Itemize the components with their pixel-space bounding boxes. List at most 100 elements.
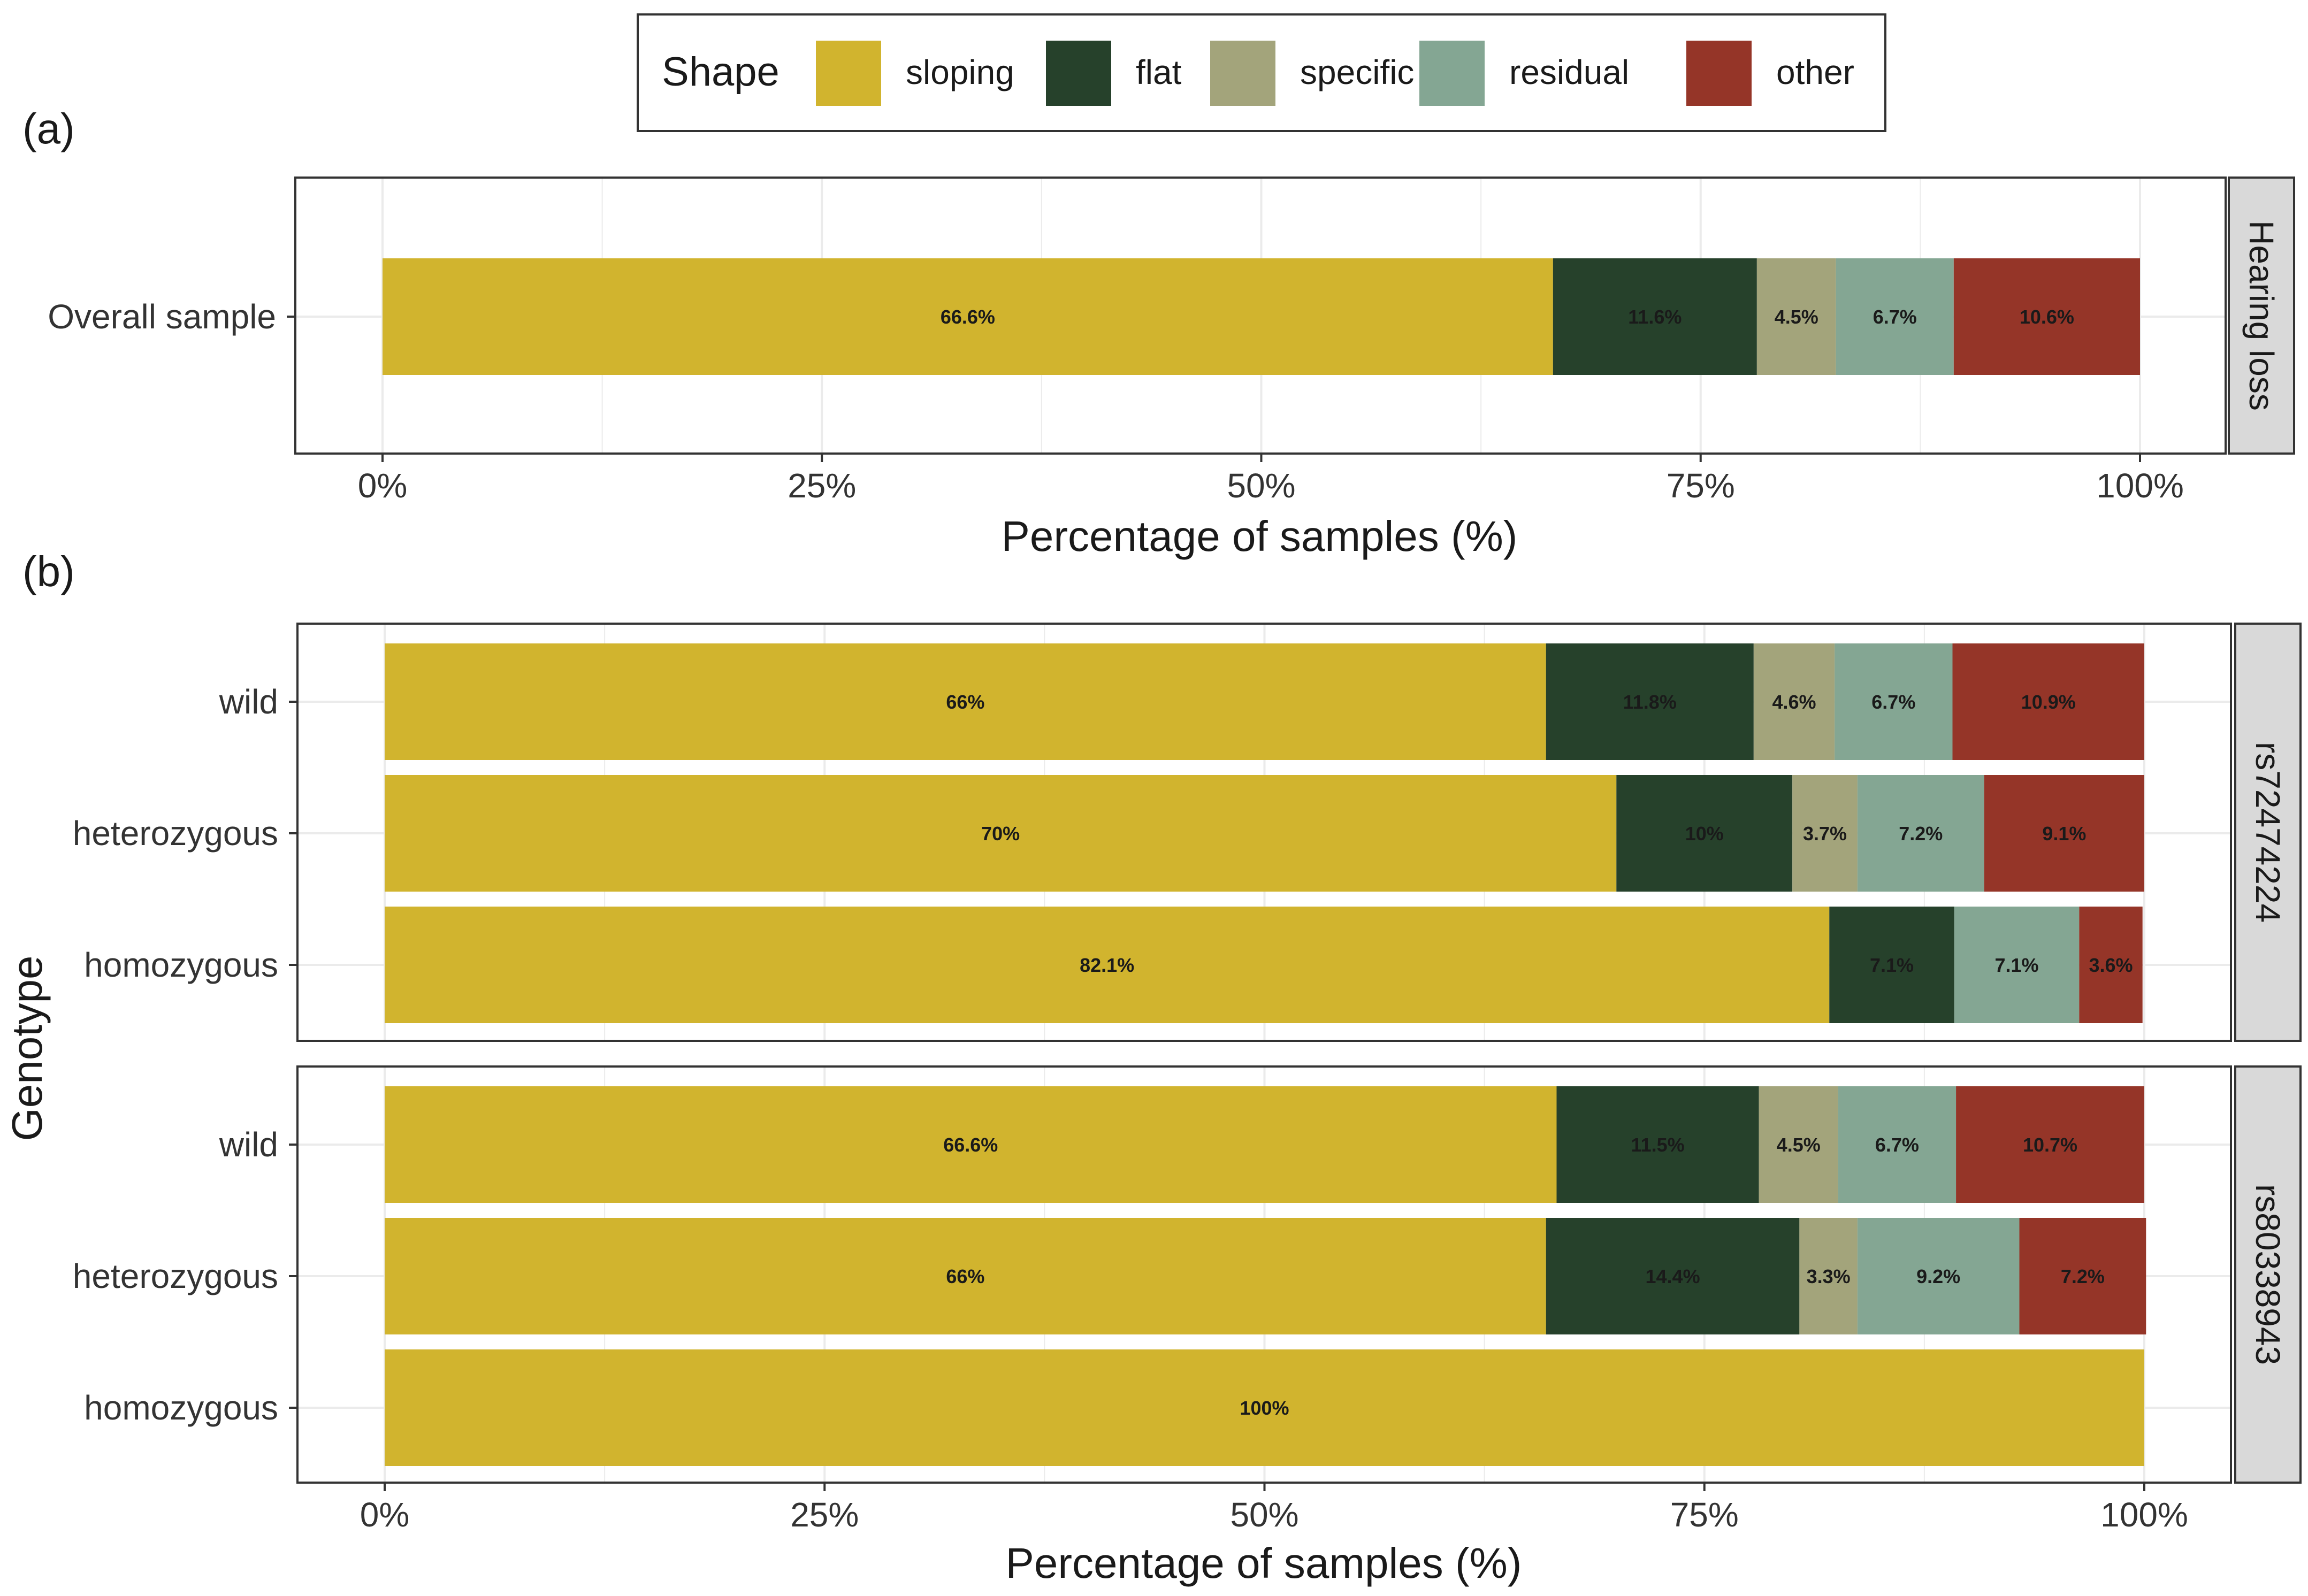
bar-other-heterozygous (2019, 1218, 2146, 1334)
x-tick-label: 75% (1667, 466, 1735, 505)
y-tick-label: Overall sample (48, 297, 276, 336)
legend: Shape sloping flat specific residual other (637, 13, 1886, 132)
x-tick-label: 50% (1227, 466, 1295, 505)
bar-other-wild (1952, 643, 2144, 760)
legend-item-other: other (1686, 41, 1854, 106)
bar-specific-heterozygous (1799, 1218, 1858, 1334)
bar-residual-homozygous (1954, 907, 2080, 1023)
y-axis-title: Genotype (3, 956, 51, 1141)
bar-residual-overall-sample (1836, 258, 1954, 375)
legend-swatch-sloping (816, 41, 881, 106)
strip-label: rs80338943 (2249, 1184, 2287, 1365)
x-tick-label: 100% (2096, 466, 2184, 505)
strip-label: rs72474224 (2249, 742, 2287, 923)
data-label: 3.3% (1807, 1265, 1851, 1287)
data-label: 7.2% (1899, 823, 1943, 845)
data-label: 100% (1240, 1397, 1289, 1419)
data-label: 66.6% (943, 1134, 998, 1156)
legend-label-specific: specific (1300, 53, 1414, 91)
data-label: 82.1% (1080, 954, 1134, 976)
data-label: 14.4% (1646, 1265, 1700, 1287)
legend-label-other: other (1776, 53, 1854, 91)
data-label: 70% (981, 823, 1020, 845)
legend-swatch-residual (1419, 41, 1485, 106)
legend-items: sloping flat specific residual other (816, 41, 1854, 106)
bar-sloping-wild (385, 1086, 1557, 1203)
data-label: 7.2% (2061, 1265, 2105, 1287)
data-label: 3.6% (2089, 954, 2133, 976)
bar-other-heterozygous (1984, 775, 2144, 892)
legend-title: Shape (662, 49, 779, 95)
y-tick-label: wild (219, 682, 278, 721)
strip-box (2234, 623, 2302, 1042)
bar-residual-heterozygous (1857, 1218, 2020, 1334)
legend-swatch-flat (1046, 41, 1111, 106)
legend-swatch-specific (1210, 41, 1275, 106)
y-tick-label: wild (219, 1125, 278, 1164)
data-label: 11.5% (1631, 1134, 1685, 1156)
bar-flat-wild (1546, 643, 1754, 760)
data-label: 3.7% (1803, 823, 1847, 845)
data-label: 11.6% (1628, 306, 1682, 328)
bar-other-overall-sample (1953, 258, 2140, 375)
data-label: 6.7% (1873, 306, 1917, 328)
bar-residual-heterozygous (1857, 775, 1984, 892)
panel-tag-b: (b) (22, 548, 75, 595)
x-tick-label: 0% (358, 466, 408, 505)
bar-sloping-homozygous (385, 907, 1830, 1023)
bar-flat-overall-sample (1553, 258, 1757, 375)
legend-label-residual: residual (1509, 53, 1629, 91)
bar-other-wild (1956, 1086, 2144, 1203)
bar-specific-heterozygous (1792, 775, 1858, 892)
x-axis-a: 0% 25% 50% 75% 100% (358, 454, 2184, 505)
x-tick-label: 25% (788, 466, 856, 505)
x-tick-label: 100% (2100, 1495, 2188, 1534)
data-label: 11.8% (1623, 691, 1677, 713)
x-tick-label: 0% (360, 1495, 410, 1534)
bar-specific-overall-sample (1756, 258, 1836, 375)
data-label: 6.7% (1871, 691, 1915, 713)
x-axis-b: 0% 25% 50% 75% 100% (360, 1483, 2188, 1534)
bar-flat-heterozygous (1546, 1218, 1800, 1334)
legend-item-residual: residual (1419, 41, 1629, 106)
data-label: 10.7% (2023, 1134, 2077, 1156)
strip-box (2234, 1065, 2302, 1484)
legend-item-specific: specific (1210, 41, 1414, 106)
x-tick-label: 25% (790, 1495, 859, 1534)
bar-sloping-heterozygous (385, 1218, 1546, 1334)
panel-hearing-loss: 66.6% 11.6% 4.5% 6.7% 10.6% Overall sample Hea… (48, 177, 2295, 455)
data-label: 7.1% (1870, 954, 1914, 976)
data-label: 6.7% (1875, 1134, 1919, 1156)
bar-other-homozygous (2079, 907, 2143, 1023)
bar-flat-wild (1556, 1086, 1759, 1203)
panel-rs72474224: 66% 11.8% 4.6% 6.7% 10.9% wild 70% 10% 3.7% 7.2% 9… (73, 623, 2302, 1042)
y-tick-label: homozygous (84, 946, 278, 984)
legend-item-sloping: sloping (816, 41, 1014, 106)
x-axis-title-b: Percentage of samples (%) (1006, 1539, 1522, 1587)
data-label: 7.1% (1995, 954, 2039, 976)
data-label: 9.2% (1916, 1265, 1960, 1287)
legend-label-flat: flat (1136, 53, 1182, 91)
bar-residual-wild (1838, 1086, 1957, 1203)
data-label: 4.6% (1772, 691, 1816, 713)
x-axis-title-a: Percentage of samples (%) (1002, 512, 1518, 560)
data-label: 4.5% (1777, 1134, 1821, 1156)
x-tick-label: 50% (1230, 1495, 1298, 1534)
data-label: 4.5% (1775, 306, 1818, 328)
bar-sloping-wild (385, 643, 1546, 760)
strip-label: Hearing loss (2242, 220, 2281, 411)
legend-swatch-other (1686, 41, 1752, 106)
data-label: 9.1% (2042, 823, 2086, 845)
data-label: 10% (1685, 823, 1724, 845)
bar-sloping-heterozygous (385, 775, 1617, 892)
data-label: 66% (946, 691, 984, 713)
bar-flat-heterozygous (1616, 775, 1793, 892)
legend-item-flat: flat (1046, 41, 1182, 106)
panel-border (296, 623, 2232, 1042)
panel-rs80338943: 66.6% 11.5% 4.5% 6.7% 10.7% wild 66% 14.4% 3.3% 9… (73, 1065, 2302, 1484)
bar-flat-homozygous (1829, 907, 1954, 1023)
bar-sloping-homozygous (385, 1349, 2144, 1466)
bar-specific-wild (1753, 643, 1835, 760)
data-label: 10.6% (2020, 306, 2074, 328)
